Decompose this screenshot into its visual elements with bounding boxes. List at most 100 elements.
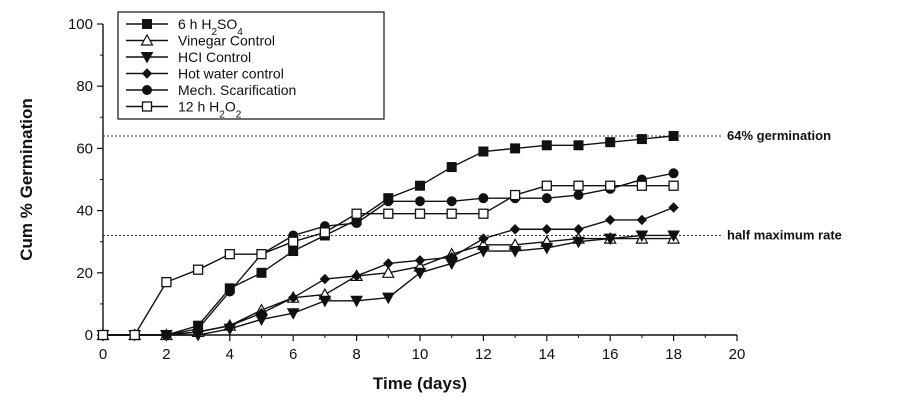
data-point: [668, 168, 679, 179]
data-point: [668, 130, 679, 141]
series-3: [96, 230, 680, 342]
data-point: [256, 267, 267, 278]
data-point: [319, 273, 331, 285]
data-point: [636, 180, 648, 191]
x-tick-label: 0: [99, 346, 107, 363]
data-point: [509, 189, 521, 201]
data-point: [319, 227, 331, 238]
data-point: [224, 286, 235, 297]
reference-label: half maximum rate: [727, 227, 842, 242]
data-point: [286, 308, 300, 320]
x-tick-label: 20: [729, 346, 746, 363]
legend-entry: Vinegar Control: [126, 33, 275, 49]
legend-label: Vinegar Control: [178, 33, 275, 49]
series-line: [103, 237, 674, 336]
data-point: [635, 230, 649, 243]
y-tick-label: 40: [76, 203, 93, 220]
legend-box: [117, 11, 385, 120]
data-point: [192, 264, 204, 275]
legend-entry: 6 h H2SO4: [126, 16, 243, 38]
data-point: [478, 208, 489, 219]
series-6: [97, 180, 679, 341]
data-point: [141, 101, 153, 112]
data-point: [541, 180, 552, 191]
y-tick-label: 20: [76, 265, 93, 282]
data-point: [161, 276, 172, 288]
data-point: [446, 252, 457, 263]
data-point: [288, 246, 299, 257]
data-point: [383, 196, 394, 207]
data-point: [605, 180, 616, 191]
data-point: [288, 236, 299, 247]
data-point: [350, 295, 363, 308]
data-point: [142, 19, 152, 29]
data-point: [415, 196, 425, 207]
data-point: [140, 33, 154, 46]
data-point: [256, 308, 267, 319]
data-point: [508, 246, 522, 258]
data-point: [351, 208, 362, 219]
data-point: [161, 330, 172, 340]
x-tick-label: 16: [602, 346, 619, 363]
x-tick-label: 12: [475, 346, 492, 363]
y-tick-label: 100: [68, 16, 93, 33]
data-point: [509, 224, 521, 235]
x-tick-label: 2: [162, 346, 170, 363]
data-point: [668, 202, 679, 213]
data-point: [446, 162, 457, 173]
legend-label: Hot water control: [178, 66, 284, 82]
legend-label: 12 h H2O2: [178, 99, 242, 121]
y-tick-label: 60: [76, 140, 93, 157]
data-point: [97, 329, 109, 341]
data-point: [383, 258, 394, 269]
data-point: [478, 146, 489, 157]
x-tick-label: 4: [226, 346, 234, 363]
legend-entry: Hot water control: [126, 66, 284, 82]
data-point: [141, 68, 153, 79]
data-point: [193, 323, 204, 334]
x-tick-label: 14: [538, 346, 555, 363]
data-point: [541, 224, 553, 235]
data-point: [667, 230, 680, 243]
axes: 0 2 4 6 8 10 12 14 16 18 20 0 20 40 60 80 100: [68, 16, 745, 363]
data-point: [446, 196, 457, 207]
data-point: [573, 180, 584, 191]
data-point: [477, 246, 490, 258]
data-point: [446, 208, 457, 219]
x-tick-label: 10: [412, 346, 429, 363]
data-point: [224, 320, 236, 331]
y-tick-label: 0: [85, 327, 93, 344]
reference-lines: 64% germination half maximum rate: [103, 128, 842, 242]
data-point: [572, 236, 585, 249]
data-point: [142, 85, 152, 95]
data-point: [224, 248, 235, 260]
series-2: [96, 231, 681, 341]
data-point: [510, 143, 521, 154]
y-tick-label: 80: [76, 78, 93, 95]
data-point: [573, 140, 584, 151]
x-axis-title: Time (days): [373, 374, 467, 393]
legend-label: HCI Control: [178, 49, 251, 65]
data-point: [381, 292, 395, 305]
x-tick-label: 8: [352, 346, 360, 363]
data-point: [414, 255, 426, 266]
data-point: [351, 218, 362, 229]
data-point: [413, 267, 427, 280]
data-point: [140, 52, 154, 64]
data-point: [381, 266, 395, 278]
plot-area: [96, 130, 681, 342]
data-point: [541, 140, 552, 151]
data-point: [287, 292, 299, 303]
data-point: [415, 180, 425, 191]
data-point: [573, 190, 584, 201]
data-point: [129, 329, 140, 341]
legend-entry: Mech. Scarification: [126, 82, 296, 98]
data-point: [256, 248, 267, 260]
x-tick-label: 18: [665, 346, 682, 363]
legend-entry: 12 h H2O2: [126, 99, 242, 121]
legend-label: Mech. Scarification: [178, 82, 296, 98]
data-point: [668, 180, 679, 191]
